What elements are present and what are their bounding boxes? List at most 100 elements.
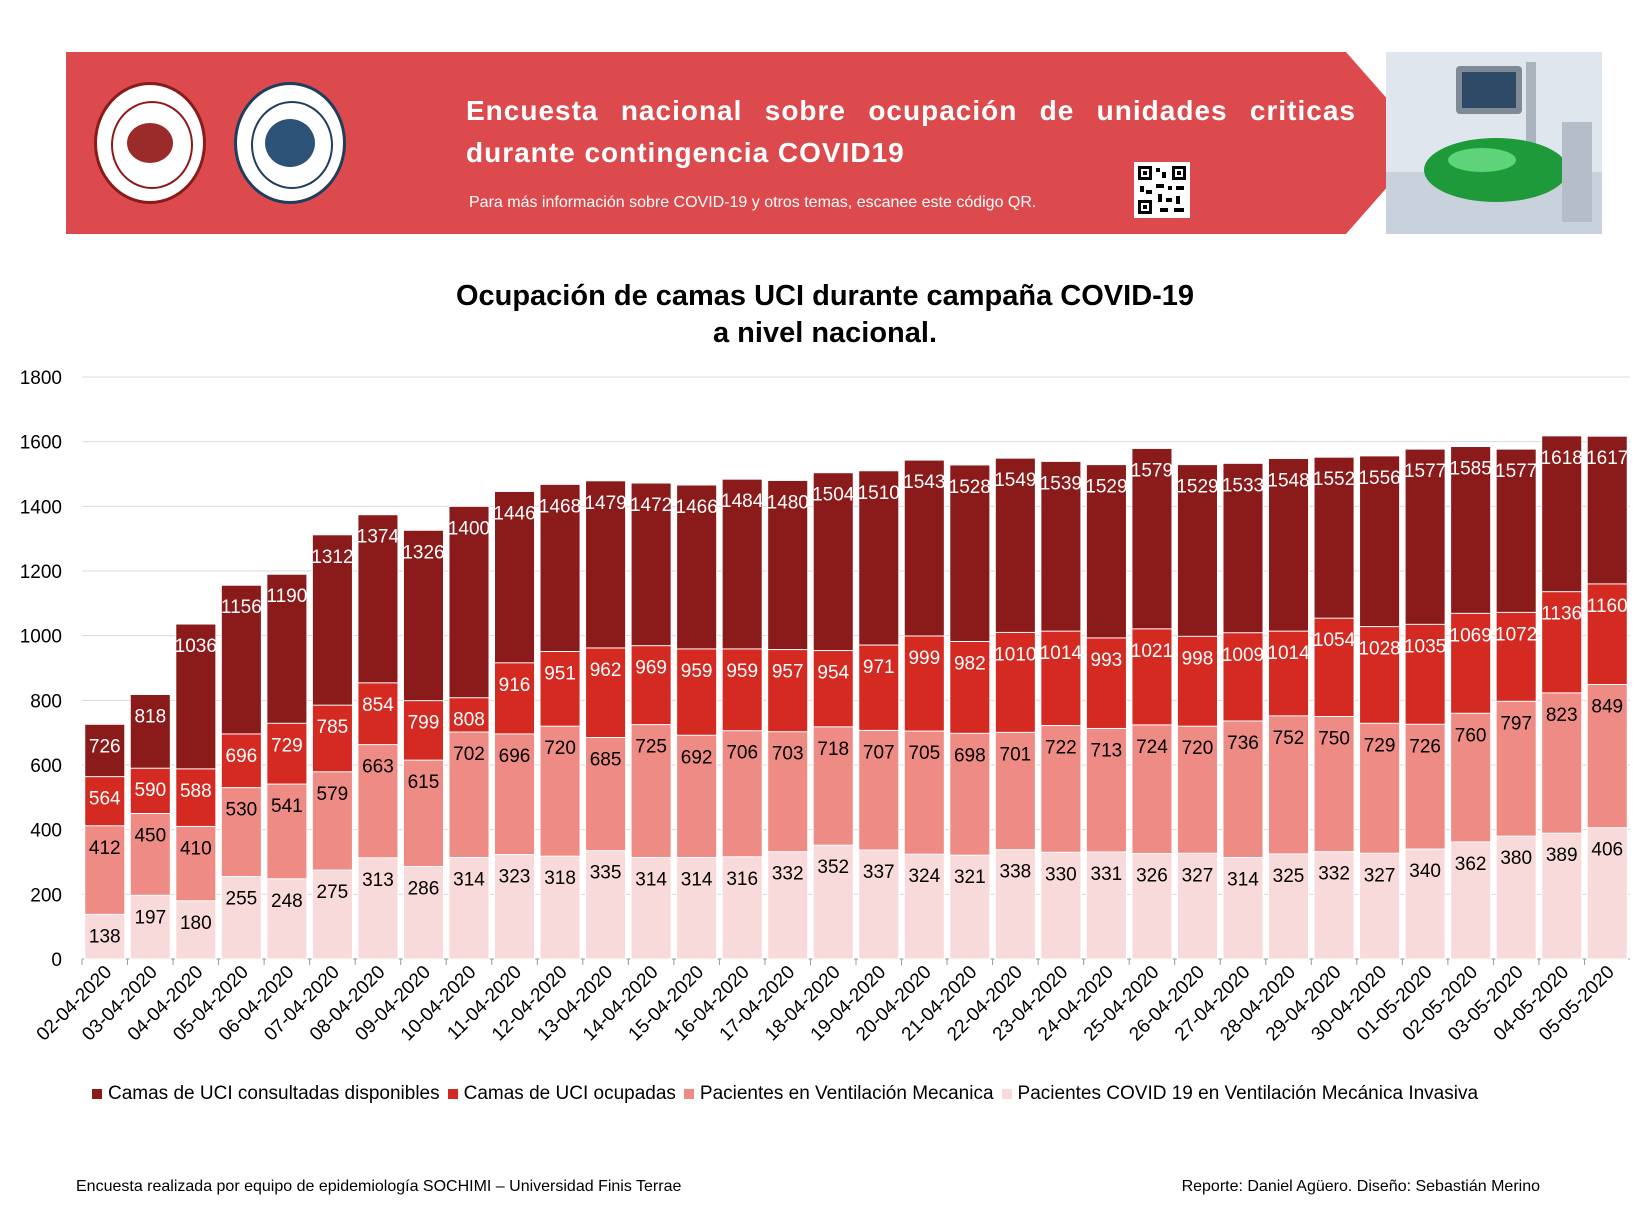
data-label: 685: [590, 750, 622, 771]
data-label: 541: [271, 796, 303, 817]
data-label: 849: [1591, 696, 1623, 717]
chart-title-line2: a nivel nacional.: [712, 317, 938, 349]
bar-covid-ventilation: [448, 856, 490, 960]
data-label: 138: [89, 926, 121, 947]
data-label: 389: [1546, 845, 1578, 866]
bar-covid-ventilation: [1450, 841, 1492, 960]
bar-covid-ventilation: [676, 856, 718, 960]
data-label: 1014: [1040, 643, 1083, 664]
y-tick-label: 1200: [20, 562, 62, 583]
data-label: 1510: [858, 483, 900, 504]
data-label: 1504: [812, 485, 855, 506]
data-label: 971: [863, 657, 895, 678]
data-label: 1577: [1495, 461, 1537, 482]
legend-swatch: [683, 1089, 694, 1099]
data-label: 1577: [1404, 461, 1446, 482]
bar-covid-ventilation: [585, 850, 627, 960]
bar-covid-ventilation: [1541, 832, 1583, 960]
data-label: 450: [134, 826, 166, 847]
legend-swatch: [1001, 1089, 1012, 1099]
bar-covid-ventilation: [1040, 851, 1082, 960]
data-label: 326: [1136, 866, 1168, 887]
data-label: 1054: [1313, 630, 1356, 651]
legend-label: Camas de UCI consultadas disponibles: [108, 1083, 440, 1104]
data-label: 340: [1409, 861, 1441, 882]
data-label: 1028: [1358, 639, 1400, 660]
data-label: 314: [635, 869, 667, 890]
data-label: 702: [453, 744, 485, 765]
bar-covid-ventilation: [175, 900, 217, 960]
data-label: 696: [226, 746, 258, 767]
data-label: 332: [772, 864, 804, 885]
data-label: 615: [408, 772, 440, 793]
legend-item: Camas de UCI consultadas disponibles: [92, 1083, 440, 1105]
data-label: 696: [499, 746, 531, 767]
data-label: 314: [453, 869, 485, 890]
data-label: 314: [1227, 869, 1259, 890]
data-label: 1014: [1267, 643, 1310, 664]
data-label: 323: [499, 867, 531, 888]
data-label: 1539: [1040, 473, 1082, 494]
data-label: 1136: [1541, 604, 1582, 625]
y-tick-label: 200: [30, 885, 62, 906]
y-tick-label: 600: [30, 756, 62, 777]
data-label: 331: [1091, 864, 1123, 885]
footer-credit-report: Reporte: Daniel Agüero. Diseño: Sebastiá…: [1181, 1178, 1540, 1195]
data-label: 316: [726, 869, 758, 890]
bar-covid-ventilation: [1495, 835, 1537, 960]
data-label: 999: [908, 648, 940, 669]
data-label: 579: [317, 784, 349, 805]
data-label: 957: [772, 662, 804, 683]
data-label: 275: [317, 882, 349, 903]
data-label: 406: [1591, 840, 1623, 861]
bar-covid-ventilation: [357, 857, 399, 960]
legend-label: Camas de UCI ocupadas: [463, 1083, 676, 1104]
data-label: 692: [681, 747, 713, 768]
data-label: 412: [89, 838, 121, 859]
data-label: 410: [180, 838, 212, 859]
data-label: 718: [817, 739, 849, 760]
bar-covid-ventilation: [220, 876, 262, 960]
data-label: 1552: [1313, 469, 1355, 490]
y-tick-label: 800: [30, 691, 62, 712]
chart-title-line1: Ocupación de camas UCI durante campaña C…: [455, 280, 1195, 312]
header-banner: Encuesta nacional sobre ocupación de uni…: [66, 52, 1602, 234]
bar-covid-ventilation: [1313, 851, 1355, 960]
y-tick-label: 1000: [20, 627, 62, 648]
data-label: 752: [1273, 728, 1305, 749]
data-label: 982: [954, 653, 986, 674]
bar-covid-ventilation: [266, 878, 308, 960]
qr-code-icon[interactable]: [1134, 162, 1190, 218]
data-label: 1529: [1085, 477, 1127, 498]
data-label: 1466: [676, 497, 718, 518]
data-label: 729: [271, 735, 303, 756]
data-label: 722: [1045, 738, 1077, 759]
chart-title: Ocupación de camas UCI durante campaña C…: [0, 278, 1650, 352]
data-label: 332: [1318, 864, 1350, 885]
bar-covid-ventilation: [1222, 856, 1264, 960]
data-label: 335: [590, 863, 622, 884]
banner-arrow-shape: [66, 52, 1426, 234]
bar-covid-ventilation: [1131, 853, 1173, 960]
bar-covid-ventilation: [1359, 852, 1401, 960]
legend-item: Pacientes COVID 19 en Ventilación Mecáni…: [1001, 1083, 1478, 1105]
y-tick-label: 400: [30, 821, 62, 842]
data-label: 823: [1546, 705, 1578, 726]
data-label: 785: [317, 717, 349, 738]
data-label: 330: [1045, 864, 1077, 885]
data-label: 1312: [311, 547, 353, 568]
data-label: 916: [499, 675, 531, 696]
data-label: 797: [1500, 713, 1532, 734]
data-label: 663: [362, 757, 394, 778]
data-label: 969: [635, 658, 667, 679]
data-label: 707: [863, 742, 895, 763]
icu-ventilator-photo: [1386, 52, 1602, 234]
banner-title: Encuesta nacional sobre ocupación de uni…: [466, 95, 1356, 168]
data-label: 1480: [767, 492, 809, 513]
data-label: 1069: [1450, 625, 1492, 646]
data-label: 720: [1182, 738, 1214, 759]
data-label: 736: [1227, 733, 1259, 754]
data-label: 993: [1091, 650, 1123, 671]
data-label: 1484: [721, 491, 764, 512]
data-label: 959: [726, 661, 758, 682]
